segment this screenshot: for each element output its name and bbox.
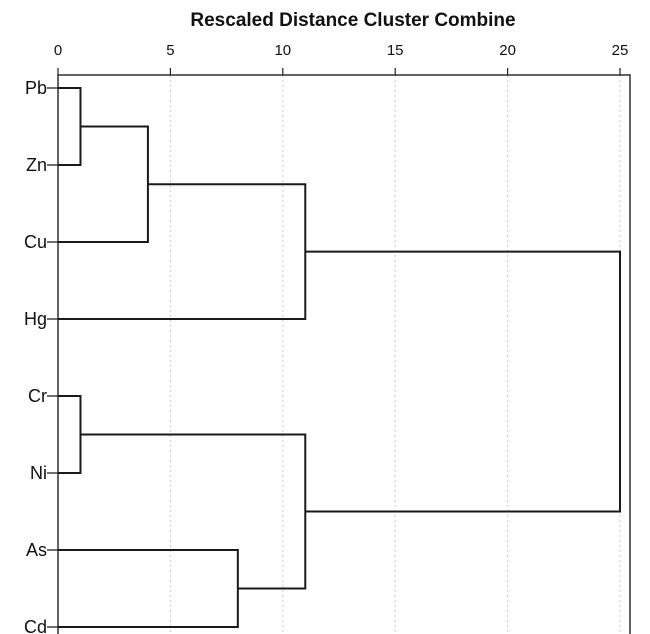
cluster-link (58, 125, 149, 243)
x-tick-label: 25 (612, 42, 629, 59)
leaf-label: As (26, 540, 47, 560)
leaf-labels: Pb Zn Cu Hg Cr Ni As Cd (24, 78, 58, 634)
cluster-link (58, 87, 82, 166)
x-tick-label: 15 (387, 42, 404, 59)
x-tick-label: 5 (166, 42, 174, 59)
x-tick-label: 20 (499, 42, 516, 59)
leaf-label: Ni (30, 463, 47, 483)
cluster-link (305, 250, 621, 513)
cluster-link (58, 183, 307, 320)
plot-frame (57, 74, 631, 634)
cluster-link (80, 433, 307, 590)
x-axis-ticks: 0 5 10 15 20 25 (54, 42, 629, 75)
leaf-label: Cr (28, 386, 47, 406)
leaf-label: Hg (24, 309, 47, 329)
x-tick-label: 10 (274, 42, 291, 59)
dendrogram-links (58, 87, 621, 628)
cluster-link (58, 549, 239, 628)
grid-lines (169, 75, 621, 634)
leaf-label: Zn (26, 155, 47, 175)
cluster-link (58, 395, 82, 474)
chart-title: Rescaled Distance Cluster Combine (190, 10, 515, 31)
leaf-label: Pb (25, 78, 47, 98)
leaf-label: Cu (24, 232, 47, 252)
leaf-label: Cd (24, 617, 47, 634)
x-tick-label: 0 (54, 42, 62, 59)
